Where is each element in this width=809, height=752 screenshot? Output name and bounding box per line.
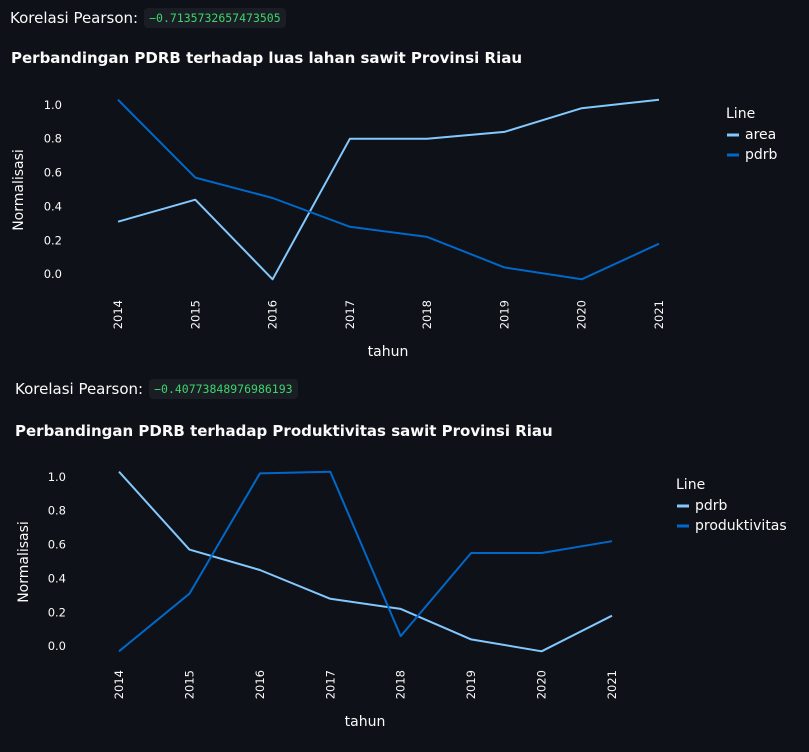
y-tick-label: 1.0 — [44, 98, 62, 112]
line-chart-pdrb-produktivitas: 1.0 0.8 0.6 0.4 0.2 0.0 2014 2015 2016 2017 2018 20… — [16, 470, 787, 730]
y-tick-label: 0.4 — [48, 571, 66, 585]
chart-title-1: Perbandingan PDRB terhadap luas lahan sa… — [11, 49, 523, 67]
y-tick-label: 0.2 — [48, 605, 66, 619]
legend-title: Line — [726, 106, 755, 122]
x-tick-label: 2019 — [464, 670, 478, 699]
legend-label-pdrb: pdrb — [745, 147, 778, 163]
y-tick-label: 0.4 — [44, 199, 62, 213]
y-axis-title: Normalisasi — [11, 149, 27, 231]
series-line-pdrb — [117, 98, 660, 281]
series-line-produktivitas — [118, 470, 613, 653]
x-tick-label: 2018 — [394, 670, 408, 699]
y-tick-label: 0.0 — [44, 267, 62, 281]
x-tick-label: 2016 — [266, 300, 280, 329]
legend-label-area: area — [745, 127, 776, 143]
x-tick-label: 2015 — [188, 300, 202, 329]
x-tick-label: 2021 — [652, 300, 666, 329]
y-tick-label: 0.0 — [48, 639, 66, 653]
x-tick-label: 2018 — [420, 300, 434, 329]
x-tick-label: 2019 — [497, 300, 511, 329]
x-tick-label: 2017 — [343, 300, 357, 329]
y-tick-label: 0.8 — [48, 504, 66, 518]
legend-title: Line — [676, 477, 705, 493]
y-axis-title: Normalisasi — [16, 521, 32, 603]
pearson-correlation-2: Korelasi Pearson: −0.40773848976986193 — [15, 379, 298, 399]
x-tick-label: 2020 — [575, 300, 589, 329]
x-tick-label: 2014 — [112, 670, 126, 699]
line-chart-area-pdrb: 1.0 0.8 0.6 0.4 0.2 0.0 2014 2015 2016 2017 2018 20… — [11, 98, 778, 360]
series-line-pdrb — [118, 471, 613, 653]
legend-label-pdrb: pdrb — [695, 498, 728, 514]
y-tick-label: 1.0 — [48, 470, 66, 484]
series-line-area — [117, 98, 660, 281]
y-tick-label: 0.8 — [44, 132, 62, 146]
x-tick-label: 2017 — [323, 670, 337, 699]
x-axis-title: tahun — [368, 344, 409, 360]
chart-title-2: Perbandingan PDRB terhadap Produktivitas… — [15, 422, 553, 440]
pearson-value-1: −0.7135732657473505 — [144, 8, 286, 28]
pearson-label-1: Korelasi Pearson: — [10, 9, 139, 27]
x-axis-title: tahun — [345, 714, 386, 730]
y-tick-label: 0.6 — [44, 166, 62, 180]
y-tick-label: 0.6 — [48, 538, 66, 552]
y-tick-label: 0.2 — [44, 233, 62, 247]
x-tick-label: 2021 — [605, 670, 619, 699]
x-tick-label: 2020 — [535, 670, 549, 699]
x-tick-label: 2016 — [253, 670, 267, 699]
legend-label-produktivitas: produktivitas — [695, 518, 787, 534]
pearson-value-2: −0.40773848976986193 — [149, 379, 298, 399]
x-tick-label: 2015 — [182, 670, 196, 699]
pearson-label-2: Korelasi Pearson: — [15, 380, 144, 398]
pearson-correlation-1: Korelasi Pearson: −0.7135732657473505 — [10, 8, 286, 28]
x-tick-label: 2014 — [111, 300, 125, 329]
